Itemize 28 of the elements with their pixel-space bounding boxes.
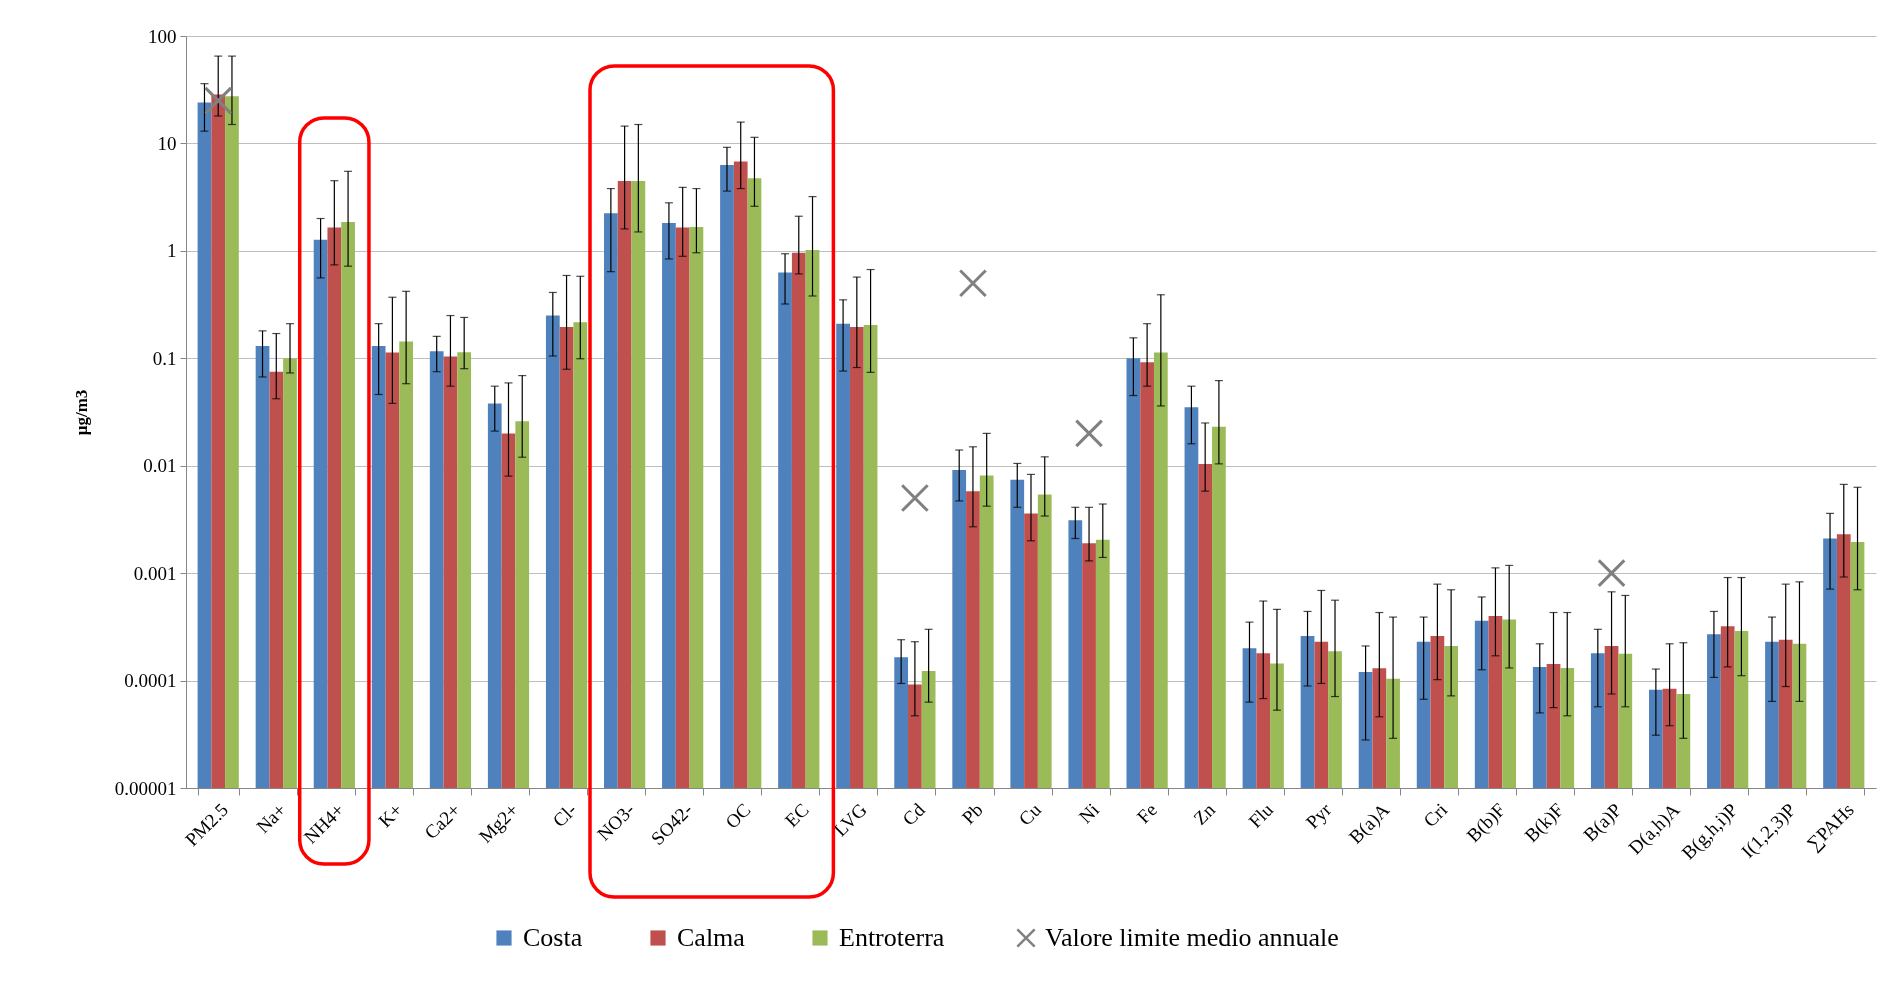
y-tick-label: 0.1 — [152, 347, 177, 369]
legend-label: Entroterra — [839, 923, 945, 952]
x-tick-label: Na+ — [252, 799, 291, 838]
y-tick-label: 10 — [157, 132, 177, 154]
legend-label: Valore limite medio annuale — [1045, 923, 1339, 952]
legend-label: Costa — [523, 923, 583, 952]
y-tick-label: 100 — [148, 25, 177, 47]
x-tick-label: Ni — [1074, 799, 1103, 828]
x-tick-label: Flu — [1244, 798, 1278, 832]
x-tick-label: OC — [721, 799, 755, 833]
x-tick-label: Ca2+ — [420, 799, 465, 844]
y-tick-label: 0.001 — [133, 562, 177, 584]
x-tick-label: K+ — [374, 799, 407, 832]
y-tick-label: 0.0001 — [124, 670, 177, 692]
y-tick-label: 1 — [167, 240, 177, 262]
legend-label: Calma — [677, 923, 746, 952]
y-tick-label: 0.00001 — [114, 777, 177, 799]
x-tick-label: Fe — [1132, 799, 1162, 828]
x-tick-label: Cu — [1014, 798, 1046, 830]
x-tick-label: Cd — [898, 798, 930, 830]
y-axis-title: µg/m3 — [71, 389, 91, 436]
x-tick-label: Cl- — [548, 799, 581, 832]
x-tick-label: Zn — [1189, 798, 1220, 829]
y-tick-label: 0.01 — [143, 455, 177, 477]
x-tick-label: Cri — [1419, 799, 1452, 832]
x-tick-label: EC — [780, 799, 813, 832]
x-tick-label: Pyr — [1301, 798, 1336, 833]
x-tick-label: Pb — [957, 799, 987, 829]
